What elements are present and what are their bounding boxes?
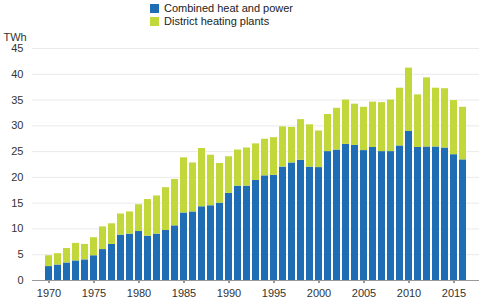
svg-text:20: 20 [11, 171, 23, 183]
svg-text:1995: 1995 [262, 287, 286, 299]
svg-text:2015: 2015 [442, 287, 466, 299]
svg-text:15: 15 [11, 197, 23, 209]
svg-text:1975: 1975 [82, 287, 106, 299]
svg-text:1980: 1980 [127, 287, 151, 299]
svg-text:1970: 1970 [37, 287, 61, 299]
svg-text:25: 25 [11, 145, 23, 157]
html-text:District heating plants: District heating plants [164, 15, 270, 27]
svg-text:2010: 2010 [397, 287, 421, 299]
html-text:Combined heat and power: Combined heat and power [164, 2, 293, 14]
svg-text:TWh: TWh [4, 31, 27, 43]
svg-text:2000: 2000 [307, 287, 331, 299]
svg-text:0: 0 [17, 274, 23, 286]
svg-text:45: 45 [11, 42, 23, 54]
svg-text:5: 5 [17, 248, 23, 260]
svg-text:2005: 2005 [352, 287, 376, 299]
svg-text:10: 10 [11, 222, 23, 234]
svg-text:40: 40 [11, 68, 23, 80]
svg-text:35: 35 [11, 94, 23, 106]
svg-text:30: 30 [11, 119, 23, 131]
svg-text:1990: 1990 [217, 287, 241, 299]
svg-text:1985: 1985 [172, 287, 196, 299]
